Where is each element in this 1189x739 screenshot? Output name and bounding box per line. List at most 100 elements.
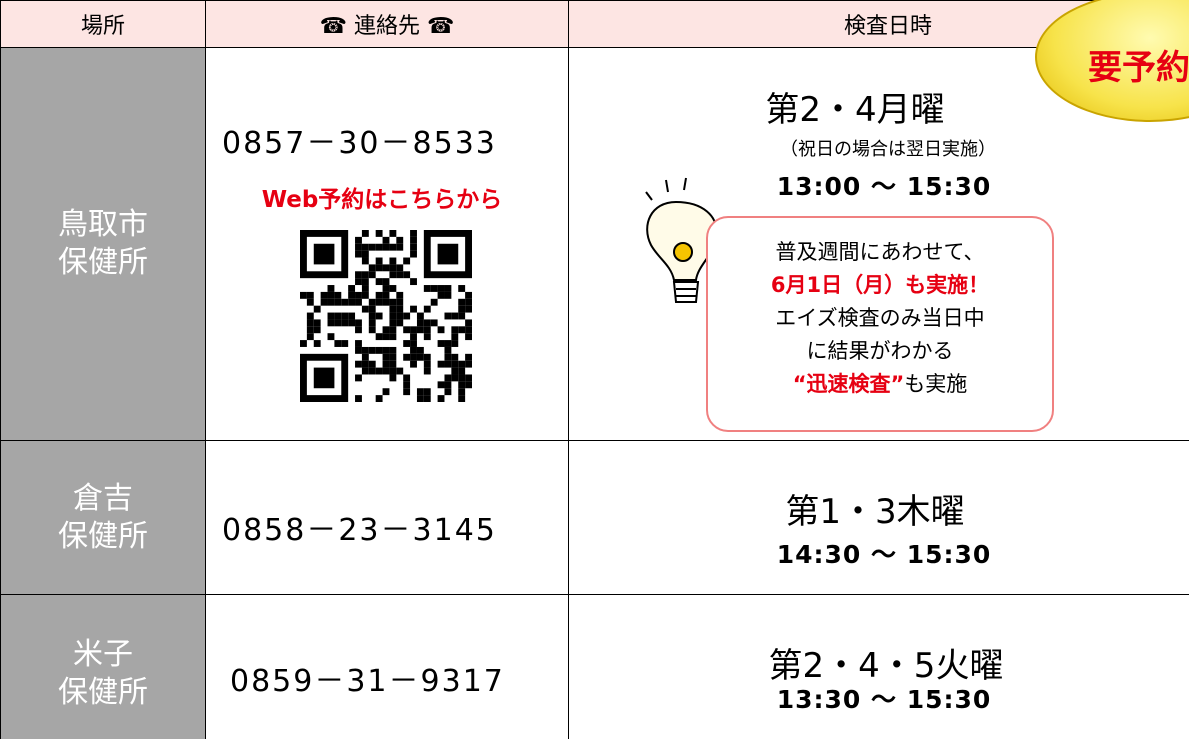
qr-module	[410, 236, 417, 244]
qr-module	[361, 346, 369, 354]
qr-module	[423, 353, 431, 361]
time: 13:00 ～ 15:30	[776, 172, 992, 201]
qr-module	[465, 333, 472, 341]
qr-module	[444, 360, 452, 368]
qr-module	[389, 305, 397, 313]
place-name: 保健所	[58, 245, 148, 280]
qr-module	[355, 298, 362, 306]
place-cell: 鳥取市 保健所	[0, 47, 206, 441]
web-link[interactable]: Web予約はこちらから	[261, 187, 503, 213]
header-cell: ☎ 連絡先 ☎	[205, 0, 569, 48]
qr-module	[313, 367, 335, 389]
qr-module	[437, 340, 445, 347]
place-cell: 倉吉 保健所	[0, 440, 206, 595]
day: 第2・4月曜	[765, 90, 945, 130]
qr-module	[416, 326, 424, 334]
qr-module	[368, 312, 376, 320]
callout-tail: も実施	[904, 372, 968, 396]
qr-module	[465, 305, 472, 313]
qr-module	[389, 230, 397, 237]
qr-module	[313, 326, 321, 334]
qr-module	[416, 346, 424, 354]
qr-module	[348, 319, 356, 327]
qr-module	[361, 367, 369, 375]
qr-module	[368, 319, 376, 327]
qr-module	[382, 243, 390, 251]
qr-module	[403, 381, 411, 389]
qr-module	[458, 360, 466, 368]
phone: 0857－30－8533	[222, 126, 497, 161]
qr-module	[361, 271, 369, 279]
qr-module	[341, 298, 349, 306]
qr-module	[451, 340, 459, 347]
qr-module	[361, 291, 369, 299]
qr-module	[416, 312, 424, 320]
qr-module	[423, 395, 431, 402]
time: 14:30 ～ 15:30	[776, 540, 992, 569]
callout-emphasis: “迅速検査”	[792, 372, 905, 396]
callout-highlight: 6月1日（月）も実施！	[770, 273, 990, 297]
lightbulb-icon	[645, 177, 718, 303]
qr-module	[389, 319, 397, 327]
qr-module	[465, 374, 472, 382]
qr-module	[444, 291, 452, 299]
qr-module	[355, 250, 362, 258]
qr-module	[458, 305, 466, 313]
qr-module	[458, 285, 466, 292]
qr-module	[327, 333, 335, 341]
badge-text: 要予約	[1088, 48, 1189, 88]
qr-module	[389, 243, 397, 251]
qr-module	[423, 388, 431, 396]
qr-module	[389, 298, 397, 306]
qr-module	[341, 340, 349, 347]
qr-module	[341, 319, 349, 327]
qr-module	[389, 360, 397, 368]
qr-module	[355, 360, 362, 368]
qr-module	[416, 395, 424, 402]
qr-module	[396, 291, 404, 299]
qr-module	[389, 346, 397, 354]
qr-module	[355, 291, 362, 299]
qr-module	[368, 346, 376, 354]
qr-module	[458, 298, 466, 306]
callout-text: 普及週間にあわせて、 6月1日（月）も実施！ エイズ検査のみ当日中 に結果がわか…	[771, 236, 989, 401]
qr-module	[368, 367, 376, 375]
qr-module	[396, 312, 404, 320]
qr-module	[451, 367, 459, 375]
qr-module	[465, 326, 472, 334]
header-place: 場所	[80, 14, 125, 39]
qr-module	[355, 340, 362, 347]
qr-module	[465, 319, 472, 327]
qr-module	[396, 298, 404, 306]
qr-module	[444, 346, 452, 354]
qr-module	[375, 264, 383, 272]
callout-box	[706, 216, 1054, 432]
qr-code[interactable]	[297, 230, 475, 402]
qr-module	[355, 278, 362, 286]
qr-module	[382, 367, 390, 375]
date-cell	[568, 594, 1189, 739]
qr-module	[451, 353, 459, 361]
qr-module	[313, 243, 335, 265]
qr-module	[403, 257, 411, 265]
qr-module	[368, 298, 376, 306]
qr-module	[416, 319, 424, 327]
qr-module	[458, 388, 466, 396]
qr-module	[361, 278, 369, 286]
qr-module	[389, 367, 397, 375]
qr-module	[423, 305, 431, 313]
qr-module	[396, 367, 404, 375]
qr-module	[382, 236, 390, 244]
qr-module	[368, 360, 376, 368]
qr-module	[375, 257, 383, 265]
qr-module	[355, 326, 362, 334]
qr-module	[437, 291, 445, 299]
qr-module	[341, 312, 349, 320]
qr-module	[451, 326, 459, 334]
qr-module	[361, 243, 369, 251]
qr-module	[410, 305, 417, 313]
qr-module	[444, 340, 452, 347]
header-contact: ☎ 連絡先 ☎	[319, 14, 455, 39]
place-name: 倉吉	[73, 480, 133, 516]
qr-module	[361, 250, 369, 258]
